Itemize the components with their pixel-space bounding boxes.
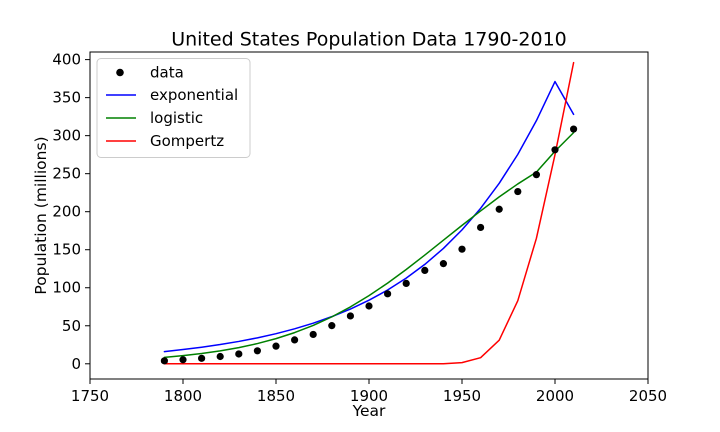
data-point-1930: [421, 266, 429, 275]
data-point-1950: [458, 245, 466, 253]
data-point-1940: [439, 260, 447, 268]
data-point-1960: [477, 223, 485, 232]
y-tick-label-150: 150: [52, 241, 81, 259]
data-point-1790: [160, 357, 168, 365]
data-point-1860: [291, 336, 299, 344]
data-point-1980: [514, 187, 522, 196]
y-tick-label-350: 350: [52, 89, 81, 107]
x-axis-ticks: 1750 1800 1850 1900 1950 2000 2050: [71, 379, 667, 405]
data-point-1820: [216, 352, 224, 361]
x-tick-label-1750: 1750: [71, 387, 109, 405]
y-tick-label-400: 400: [52, 51, 81, 69]
data-point-1840: [253, 347, 261, 355]
data-point-1970: [495, 205, 503, 213]
data-point-1810: [198, 354, 206, 362]
y-tick-label-250: 250: [52, 165, 81, 183]
data-point-1850: [272, 342, 280, 350]
x-tick-label-1800: 1800: [164, 387, 202, 405]
data-point-1910: [384, 290, 392, 298]
series-line-gompertz: [163, 61, 575, 365]
chart-title: United States Population Data 1790-2010: [171, 29, 567, 51]
legend-data-label: data: [150, 64, 184, 82]
legend-exponential-label: exponential: [150, 86, 238, 104]
x-tick-label-1850: 1850: [257, 387, 295, 405]
x-axis-label: Year: [352, 402, 386, 420]
legend-data-marker: [116, 68, 124, 77]
data-point-1800: [179, 356, 187, 364]
x-tick-label-2000: 2000: [536, 387, 574, 405]
x-tick-label-1900: 1900: [350, 387, 388, 405]
data-point-1920: [402, 279, 410, 288]
data-point-1870: [309, 330, 317, 339]
legend-box: [96, 58, 251, 158]
y-tick-label-200: 200: [52, 203, 81, 221]
series-line-exponential: [163, 80, 575, 353]
y-tick-label-300: 300: [52, 127, 81, 145]
legend: data exponential logistic Gompertz: [96, 58, 251, 158]
data-points: [160, 125, 578, 365]
y-axis-ticks: 0 50 100 150 200 250 300 350 400: [52, 51, 90, 373]
data-point-2010: [570, 125, 578, 133]
series-line-logistic: [163, 131, 575, 359]
data-point-1830: [235, 350, 243, 358]
y-axis-label: Population (millions): [32, 136, 50, 294]
y-tick-label-100: 100: [52, 279, 81, 297]
data-point-1880: [328, 322, 336, 330]
data-point-1990: [532, 171, 541, 179]
legend-logistic-label: logistic: [150, 109, 203, 127]
y-tick-label-50: 50: [62, 317, 81, 335]
x-tick-label-2050: 2050: [629, 387, 667, 405]
series-lines: [163, 61, 575, 365]
x-tick-label-1950: 1950: [443, 387, 481, 405]
y-tick-label-0: 0: [71, 355, 81, 373]
data-point-2000: [551, 146, 559, 154]
data-point-1890: [346, 312, 354, 320]
legend-gompertz-label: Gompertz: [150, 132, 224, 150]
data-point-1900: [365, 302, 373, 310]
